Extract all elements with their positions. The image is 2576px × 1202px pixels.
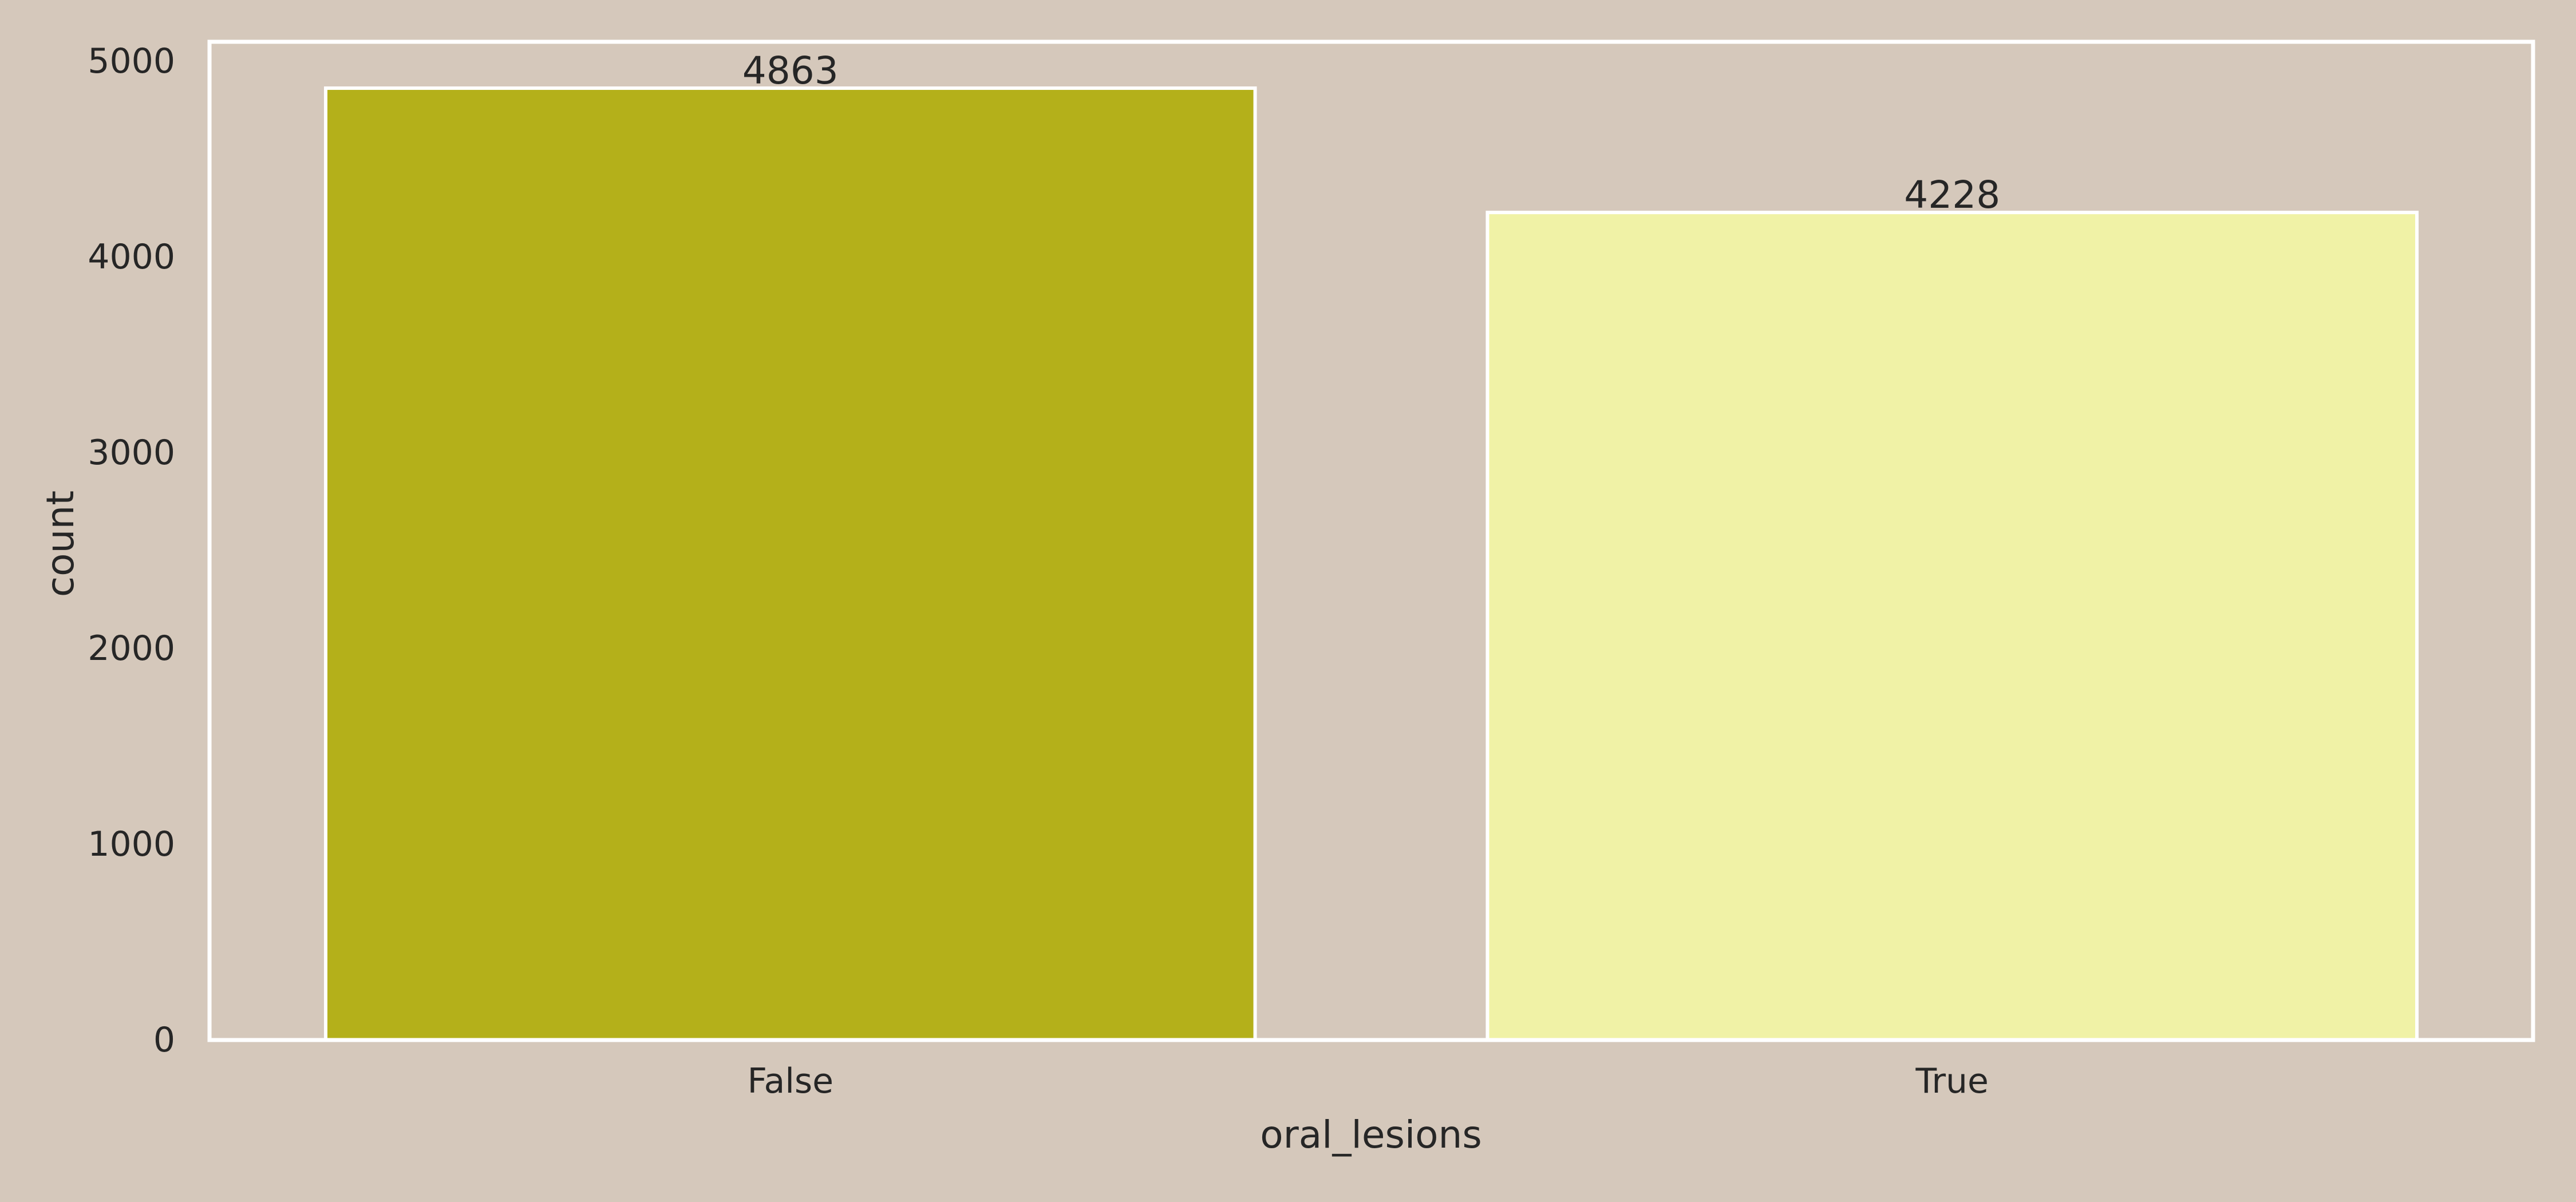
y-tick-label-0: 0 (153, 1020, 175, 1060)
y-tick-label-5000: 5000 (88, 41, 175, 81)
x-axis-ticks: False True (747, 1061, 1989, 1101)
x-tick-label-false: False (747, 1061, 833, 1101)
data-labels: 4863 4228 (742, 49, 2000, 217)
data-label-true: 4228 (1904, 173, 2000, 217)
bar-true (1485, 211, 2419, 1042)
y-axis-label: count (38, 491, 82, 597)
data-label-false: 4863 (742, 49, 839, 93)
x-tick-label-true: True (1915, 1061, 1989, 1101)
x-axis-label: oral_lesions (1260, 1113, 1482, 1157)
bars (323, 86, 2419, 1042)
y-axis-ticks: 0 1000 2000 3000 4000 5000 (88, 41, 175, 1060)
plot-frame (207, 39, 2535, 1042)
y-tick-label-4000: 4000 (88, 237, 175, 277)
bar-false (323, 86, 1257, 1042)
y-tick-label-2000: 2000 (88, 628, 175, 669)
y-tick-label-1000: 1000 (88, 824, 175, 864)
y-tick-label-3000: 3000 (88, 433, 175, 473)
